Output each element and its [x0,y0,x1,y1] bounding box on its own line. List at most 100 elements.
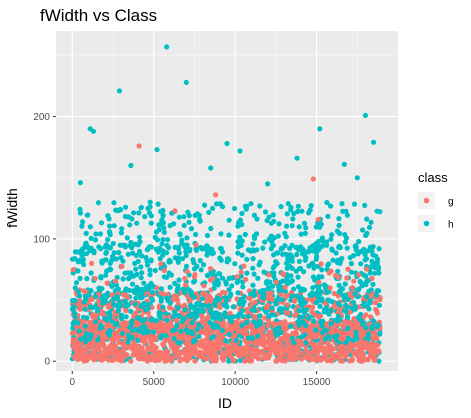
point-g [287,345,293,351]
point-h [345,304,351,310]
point-h [334,338,340,344]
point-g [166,356,172,362]
point-g [325,340,331,346]
point-g [336,328,343,334]
point-h [204,232,211,239]
point-h [243,320,249,326]
point-h [339,255,345,262]
point-h [335,268,341,274]
point-g [276,352,282,358]
point-h [164,44,170,50]
point-h [172,309,178,315]
point-g [81,288,87,294]
point-h [153,318,159,324]
point-h [333,250,339,256]
point-h [298,231,304,237]
point-h [208,225,214,232]
point-h [245,313,251,319]
point-h [289,278,295,284]
point-h [303,307,309,313]
legend-label-h: h [448,220,454,231]
point-g [364,266,370,272]
point-g [140,356,146,362]
point-g [120,355,126,361]
point-h [364,216,370,222]
point-g [247,356,254,362]
point-h [336,289,342,295]
point-h [167,284,173,290]
point-g [265,355,271,361]
point-g [369,275,375,281]
point-h [276,221,282,227]
point-h [131,289,137,295]
point-h [204,252,210,258]
point-h [223,338,229,344]
point-g [133,343,139,349]
point-h [270,212,276,218]
point-g [294,354,300,360]
point-h [371,139,377,145]
point-h [194,211,200,217]
point-g [283,293,289,299]
point-h [197,258,203,264]
point-h [160,248,166,254]
point-h [69,306,76,312]
point-h [87,224,93,230]
point-h [94,308,101,314]
point-h [345,335,352,341]
point-g [315,216,321,222]
point-h [109,257,115,263]
point-h [302,230,308,236]
point-h [250,256,256,262]
legend-title: class [418,170,448,185]
point-h [315,284,321,290]
point-g [99,311,105,317]
point-h [138,205,144,211]
point-h [177,232,183,238]
point-g [184,268,190,275]
point-h [329,247,335,253]
point-g [109,336,115,342]
point-h [161,225,167,231]
point-h [252,307,258,314]
point-h [342,239,348,245]
point-h [75,268,81,274]
point-h [159,241,165,247]
point-g [347,291,353,297]
point-g [192,346,198,352]
point-g [352,322,358,328]
point-h [106,267,112,273]
point-h [366,288,372,294]
point-h [284,260,290,266]
point-h [335,318,341,324]
y-tick-label: 200 [33,112,50,123]
point-h [73,280,80,286]
point-h [303,340,309,346]
point-g [128,358,134,364]
x-tick-label: 0 [70,377,76,388]
point-g [161,342,167,348]
point-g [248,346,254,352]
point-h [198,267,204,273]
point-h [142,324,148,330]
point-h [153,246,159,252]
point-h [125,302,131,308]
point-h [129,244,135,251]
point-h [91,248,97,254]
point-h [250,247,256,253]
point-g [215,340,221,346]
point-h [164,317,170,323]
point-h [336,216,342,222]
point-h [249,335,255,341]
point-g [204,323,210,329]
point-h [141,330,147,336]
point-g [134,332,140,338]
point-h [237,217,243,223]
point-h [291,286,297,292]
point-h [282,288,288,294]
point-h [128,308,134,314]
point-h [90,128,97,134]
y-tick-label: 100 [33,234,50,245]
point-g [296,347,302,353]
point-g [254,347,260,353]
